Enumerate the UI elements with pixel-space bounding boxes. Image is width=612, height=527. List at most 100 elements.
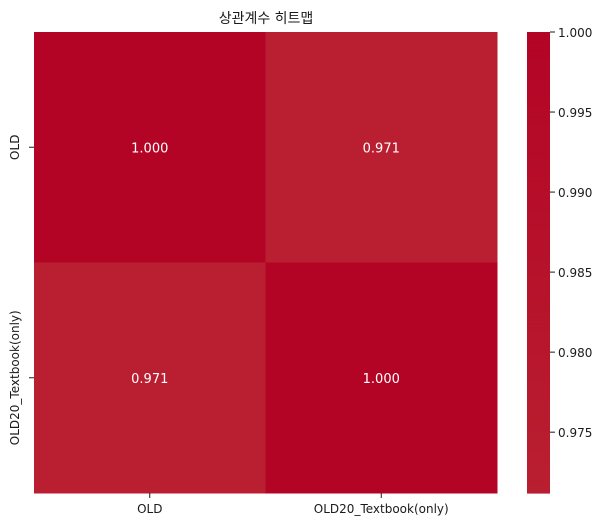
colorbar-segment	[527, 47, 550, 52]
colorbar-segment	[527, 227, 550, 233]
colorbar-segment	[527, 323, 550, 329]
colorbar-tick-label: 1.000	[558, 26, 592, 40]
colorbar-segment	[527, 170, 550, 175]
colorbar-segment	[527, 32, 550, 37]
colorbar-segment	[527, 93, 550, 98]
colorbar-segment	[527, 420, 550, 425]
colorbar-segment	[527, 485, 550, 490]
colorbar-segment	[527, 177, 550, 183]
colorbar-segment	[527, 85, 550, 91]
colorbar-segment	[527, 116, 550, 121]
colorbar-segment	[527, 197, 550, 202]
colorbar-segment	[527, 97, 550, 102]
colorbar-segment	[527, 400, 550, 406]
colorbar-segment	[527, 300, 550, 306]
colorbar-segment	[527, 158, 550, 164]
colorbar-segment	[527, 120, 550, 125]
colorbar-segment	[527, 162, 550, 168]
colorbar-segment	[527, 208, 550, 214]
colorbar-segment	[527, 216, 550, 221]
colorbar-segment	[527, 320, 550, 325]
colorbar-segment	[527, 143, 550, 148]
colorbar-segment	[527, 366, 550, 371]
colorbar-tick-label: 0.995	[558, 106, 592, 120]
colorbar-segment	[527, 435, 550, 440]
colorbar-segment	[527, 193, 550, 198]
colorbar-segment	[527, 347, 550, 352]
colorbar-segment	[527, 431, 550, 436]
colorbar-segment	[527, 51, 550, 56]
colorbar-segment	[527, 181, 550, 187]
colorbar-segment	[527, 466, 550, 471]
cell-value-label: 0.971	[363, 141, 400, 156]
colorbar-segment	[527, 101, 550, 106]
colorbar-tick-label: 0.985	[558, 266, 592, 280]
colorbar-segment	[527, 439, 550, 444]
colorbar-tick-label: 0.975	[558, 426, 592, 440]
colorbar-segment	[527, 108, 550, 114]
colorbar-segment	[527, 174, 550, 179]
colorbar-segment	[527, 293, 550, 298]
colorbar-segment	[527, 446, 550, 452]
chart-title: 상관계수 히트맵	[219, 11, 314, 27]
colorbar-segment	[527, 201, 550, 206]
colorbar-segment	[527, 274, 550, 279]
colorbar-segment	[527, 212, 550, 217]
colorbar-segment	[527, 462, 550, 467]
colorbar-segment	[527, 89, 550, 95]
colorbar-segment	[527, 362, 550, 367]
colorbar-segment	[527, 404, 550, 410]
colorbar-segment	[527, 39, 550, 45]
colorbar-segment	[527, 308, 550, 314]
colorbar-segment	[527, 339, 550, 344]
colorbar-segment	[527, 247, 550, 252]
colorbar-segment	[527, 335, 550, 340]
colorbar-tick-label: 0.990	[558, 186, 592, 200]
heatmap-cell	[265, 262, 498, 494]
colorbar-segment	[527, 289, 550, 294]
colorbar-segment	[527, 385, 550, 390]
colorbar-segment	[527, 166, 550, 171]
colorbar-segment	[527, 469, 550, 475]
heatmap-cell	[34, 32, 266, 263]
colorbar-segment	[527, 281, 550, 287]
x-tick-label: OLD	[137, 502, 162, 516]
colorbar-segment	[527, 427, 550, 433]
colorbar-segment	[527, 370, 550, 375]
y-tick-label: OLD	[8, 135, 22, 160]
colorbar-segment	[527, 373, 550, 379]
colorbar-segment	[527, 312, 550, 317]
cell-value-label: 0.971	[131, 372, 168, 387]
colorbar-segment	[527, 151, 550, 156]
colorbar-segment	[527, 104, 550, 110]
colorbar-segment	[527, 55, 550, 60]
colorbar-segment	[527, 243, 550, 248]
colorbar-segment	[527, 124, 550, 129]
colorbar-segment	[527, 58, 550, 64]
colorbar-segment	[527, 270, 550, 275]
colorbar-segment	[527, 262, 550, 267]
colorbar-segment	[527, 443, 550, 448]
colorbar-segment	[527, 254, 550, 260]
cell-value-label: 1.000	[363, 372, 400, 387]
colorbar-segment	[527, 224, 550, 229]
colorbar-segment	[527, 231, 550, 237]
colorbar-segment	[527, 66, 550, 72]
colorbar-segment	[527, 412, 550, 417]
heatmap-cell	[34, 262, 266, 494]
colorbar-segment	[527, 112, 550, 118]
colorbar-segment	[527, 473, 550, 479]
colorbar-segment	[527, 185, 550, 191]
colorbar-segment	[527, 81, 550, 87]
colorbar-segment	[527, 74, 550, 79]
colorbar-segment	[527, 220, 550, 225]
colorbar-segment	[527, 131, 550, 137]
x-tick-label: OLD20_Textbook(only)	[314, 502, 449, 516]
colorbar-segment	[527, 277, 550, 283]
colorbar-segment	[527, 204, 550, 210]
colorbar-segment	[527, 489, 550, 494]
colorbar-segment	[527, 458, 550, 463]
colorbar-segment	[527, 154, 550, 160]
colorbar-segment	[527, 354, 550, 360]
